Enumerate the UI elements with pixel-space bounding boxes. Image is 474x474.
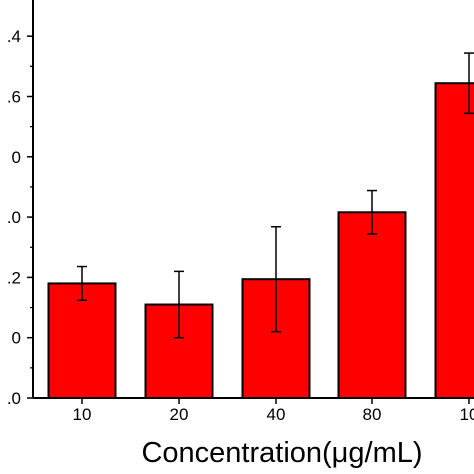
x-tick-label-10: 10 (73, 405, 92, 424)
error-bar-80 (367, 189, 377, 235)
y-tick-label: .2 (7, 268, 21, 287)
bar-10 (47, 282, 117, 400)
y-tick-label: .0 (7, 208, 21, 227)
x-axis-title: Concentration(μg/mL) (141, 437, 422, 469)
y-tick-label: .4 (7, 27, 21, 46)
x-tick-label-20: 20 (170, 405, 189, 424)
y-tick-label: .0 (7, 389, 21, 408)
x-tick-label-80: 80 (363, 405, 382, 424)
y-ticks-group: .0 0 .2 .0 0 .6 .4 (7, 27, 33, 408)
error-bar-40 (271, 225, 281, 333)
y-tick-label: .6 (7, 87, 21, 106)
y-tick-label: 0 (12, 329, 21, 348)
bar-80 (337, 211, 407, 399)
x-tick-label-40: 40 (267, 405, 286, 424)
bar-100 (434, 82, 474, 400)
y-tick-label: 0 (12, 148, 21, 167)
error-bars-group (77, 52, 474, 339)
x-tick-label-100: 10 (460, 405, 474, 424)
error-bar-20 (174, 270, 184, 339)
error-bar-100 (464, 52, 474, 115)
x-ticks-group: 10 20 40 80 10 (73, 398, 474, 424)
error-bar-10 (77, 265, 87, 302)
bars-group (47, 82, 474, 400)
